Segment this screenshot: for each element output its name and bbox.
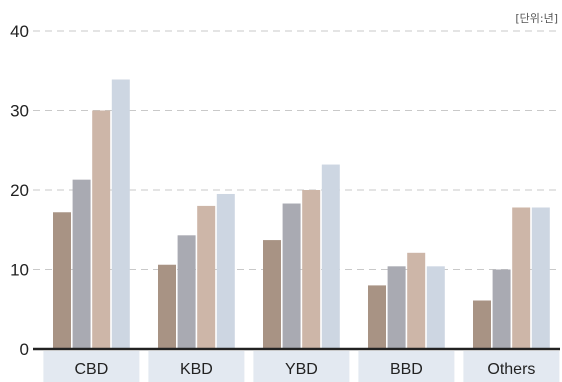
bars <box>53 79 550 350</box>
bar-bbd-s2 <box>387 266 406 349</box>
bar-bbd-s1 <box>368 285 386 349</box>
bar-ybd-s3 <box>302 190 321 349</box>
category-label-box <box>43 351 140 382</box>
category-label: KBD <box>180 361 213 378</box>
category-label: BBD <box>390 361 423 378</box>
bar-others-s4 <box>531 207 550 349</box>
bar-cbd-s1 <box>53 212 71 349</box>
bar-others-s3 <box>512 207 531 349</box>
category-label-box <box>148 351 245 382</box>
category-label-boxes <box>43 351 560 382</box>
bar-kbd-s2 <box>177 235 196 349</box>
y-axis-ticks: 0 10 20 30 40 <box>10 22 29 359</box>
bar-kbd-s1 <box>158 264 176 349</box>
category-label-box <box>253 351 350 382</box>
y-tick-label: 40 <box>10 22 29 41</box>
unit-label: [단위:년] <box>515 12 558 25</box>
y-tick-label: 20 <box>10 181 29 200</box>
bar-cbd-s4 <box>111 79 130 350</box>
bar-others-s2 <box>492 269 511 349</box>
category-label-box <box>463 351 560 382</box>
category-label-box <box>358 351 455 382</box>
bar-cbd-s2 <box>72 179 91 349</box>
bar-kbd-s4 <box>216 193 235 349</box>
y-tick-label: 0 <box>20 340 29 359</box>
category-label: Others <box>487 361 535 378</box>
y-tick-label: 10 <box>10 261 29 280</box>
y-tick-label: 30 <box>10 102 29 121</box>
bar-ybd-s4 <box>321 164 340 349</box>
bar-others-s1 <box>473 300 491 349</box>
bar-ybd-s2 <box>282 203 301 349</box>
category-labels: CBD KBD YBD BBD Others <box>75 361 536 378</box>
bar-kbd-s3 <box>197 205 216 349</box>
category-label: CBD <box>75 361 109 378</box>
bar-cbd-s3 <box>92 110 111 349</box>
bar-ybd-s1 <box>263 240 281 349</box>
bar-bbd-s3 <box>407 252 426 349</box>
bar-bbd-s4 <box>426 266 445 349</box>
category-label: YBD <box>285 361 318 378</box>
